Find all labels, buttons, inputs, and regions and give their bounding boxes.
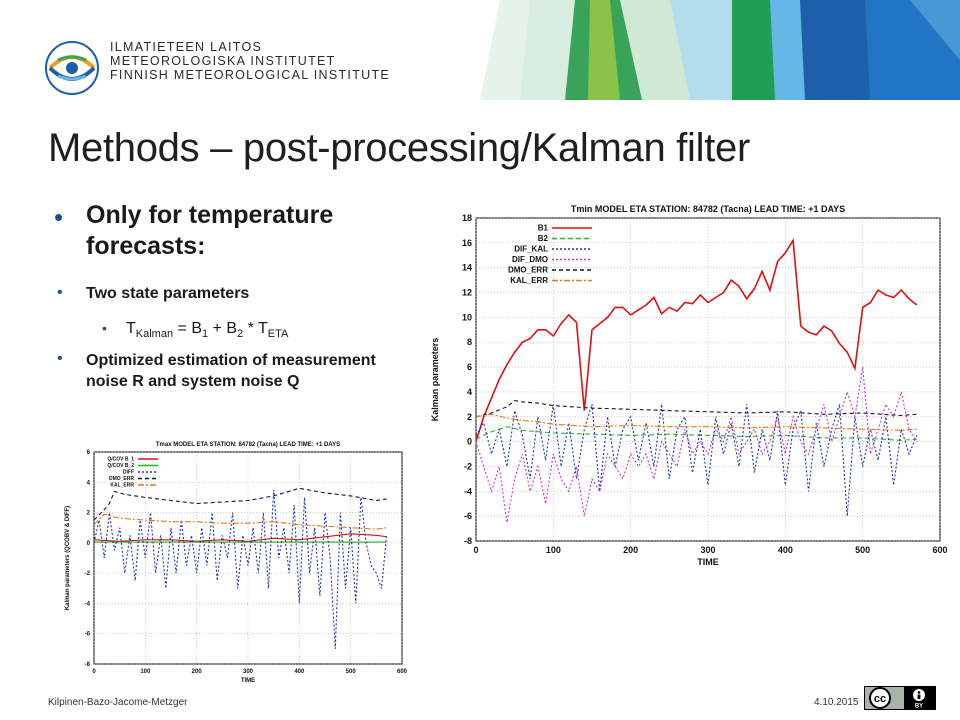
series-line-dmo-err [475,400,917,418]
x-tick-label: 200 [192,669,203,675]
y-tick-label: 10 [462,312,472,322]
series-line-dif-kal [475,404,918,517]
bullet-temperature-only: Only for temperature forecasts: [86,201,334,260]
legend-label: Q/COV B_1 [107,457,134,463]
chart-title: Tmax MODEL ETA STATION: 84782 (Tacna) LE… [156,442,340,448]
formula-eta-sub: ETA [267,328,289,341]
y-tick-label: 16 [462,238,472,248]
fmi-emblem-icon [45,41,99,95]
x-tick-label: 300 [243,669,254,675]
x-tick-label: 400 [778,545,793,555]
legend-label: Q/COV B_2 [107,463,134,469]
x-axis-label: TIME [241,678,255,684]
series-line-kal-err [93,513,387,530]
bullet-marker-4: • [57,350,63,367]
y-tick-label: -4 [464,486,472,496]
x-tick-label: 300 [700,545,715,555]
series-line-b2 [475,426,917,441]
formula-kalman-sub: Kalman [135,328,174,341]
y-tick-label: -8 [464,536,472,546]
legend-label: KAL_ERR [510,276,548,285]
y-tick-label: 18 [462,213,472,223]
bullet-marker-1: • [54,202,64,232]
y-tick-label: -4 [85,601,91,607]
y-axis-label: Kalman parameters (QCOBV & DIFF) [65,506,71,610]
logo-line-3: FINNISH METEOROLOGICAL INSTITUTE [110,68,391,82]
y-tick-label: -6 [85,632,91,638]
formula-plus: + B [208,320,238,337]
y-tick-label: -2 [85,571,91,577]
y-tick-label: 2 [87,511,91,517]
y-axis-label: Kalman parameters [430,338,440,422]
formula-b2-sub: 2 [237,328,244,341]
formula-eq: = B [173,320,202,337]
x-tick-label: 400 [294,669,305,675]
series-line-q-cov-b-1 [93,533,387,542]
legend-label: DIF_KAL [514,245,548,254]
legend-label: DIF_DMO [512,255,548,264]
logo-line-1: ILMATIETEEN LAITOS [110,40,263,54]
y-tick-label: 4 [467,387,472,397]
legend-label: B2 [538,234,549,243]
bullet-marker-3: • [102,320,107,336]
legend-label: KAL_ERR [110,483,134,489]
legend-label: DMO_ERR [508,266,548,275]
logo-line-2: METEOROLOGISKA INSTITUTET [110,54,336,68]
by-label: BY [915,704,923,710]
x-tick-label: 200 [623,545,638,555]
legend-label: B1 [538,224,549,233]
formula-t: T [126,320,136,337]
series-line-diff [93,489,388,649]
tmax-kalman-chart: Tmax MODEL ETA STATION: 84782 (Tacna) LE… [65,442,407,684]
header-decoration [480,0,960,100]
fmi-wordmark: ILMATIETEEN LAITOS METEOROLOGISKA INSTIT… [110,40,391,82]
x-tick-label: 600 [932,545,947,555]
cc-icon: cc [874,693,886,705]
y-tick-label: 6 [467,362,472,372]
y-tick-label: -2 [464,461,472,471]
y-tick-label: 8 [467,337,472,347]
x-tick-label: 100 [546,545,561,555]
y-tick-label: 2 [467,412,472,422]
legend-label: DIFF [123,470,134,476]
y-tick-label: 4 [87,480,91,486]
bullet-marker-2: • [57,284,63,301]
slide-title: Methods – post-processing/Kalman filter [48,126,750,170]
series-line-dmo-err [93,487,387,521]
legend-label: DMO_ERR [109,476,134,482]
y-tick-label: -8 [85,662,91,668]
y-tick-label: 0 [467,437,472,447]
x-tick-label: 100 [140,669,151,675]
x-tick-label: 0 [92,669,96,675]
series-line-b1 [475,237,918,442]
footer-date: 4.10.2015 [814,697,859,708]
series-line-kal-err [475,413,917,431]
footer-authors: Kilpinen-Bazo-Jacome-Metzger [48,697,188,708]
x-tick-label: 0 [473,545,478,555]
y-tick-label: 0 [87,541,91,547]
bullet-state-parameters: Two state parameters [86,285,250,302]
formula-times: * T [243,320,268,337]
y-tick-label: 12 [462,288,472,298]
y-tick-label: 14 [462,263,472,273]
chart-title: Tmin MODEL ETA STATION: 84782 (Tacna) LE… [571,204,845,214]
formula-b1-sub: 1 [201,328,209,341]
y-tick-label: -6 [464,511,472,521]
x-tick-label: 500 [346,669,357,675]
x-tick-label: 500 [855,545,870,555]
tmin-kalman-chart: Tmin MODEL ETA STATION: 84782 (Tacna) LE… [430,204,948,567]
x-tick-label: 600 [397,669,407,675]
y-tick-label: 6 [87,450,91,456]
fmi-logo: ILMATIETEEN LAITOS METEOROLOGISKA INSTIT… [44,40,389,96]
cc-by-license-badge[interactable]: cc BY [864,686,936,710]
x-axis-label: TIME [697,557,719,567]
bullet-noise-estimation: Optimized estimation of measurement nois… [86,352,376,390]
kalman-formula: TKalman = B1 + B2 * TETA [126,320,288,340]
